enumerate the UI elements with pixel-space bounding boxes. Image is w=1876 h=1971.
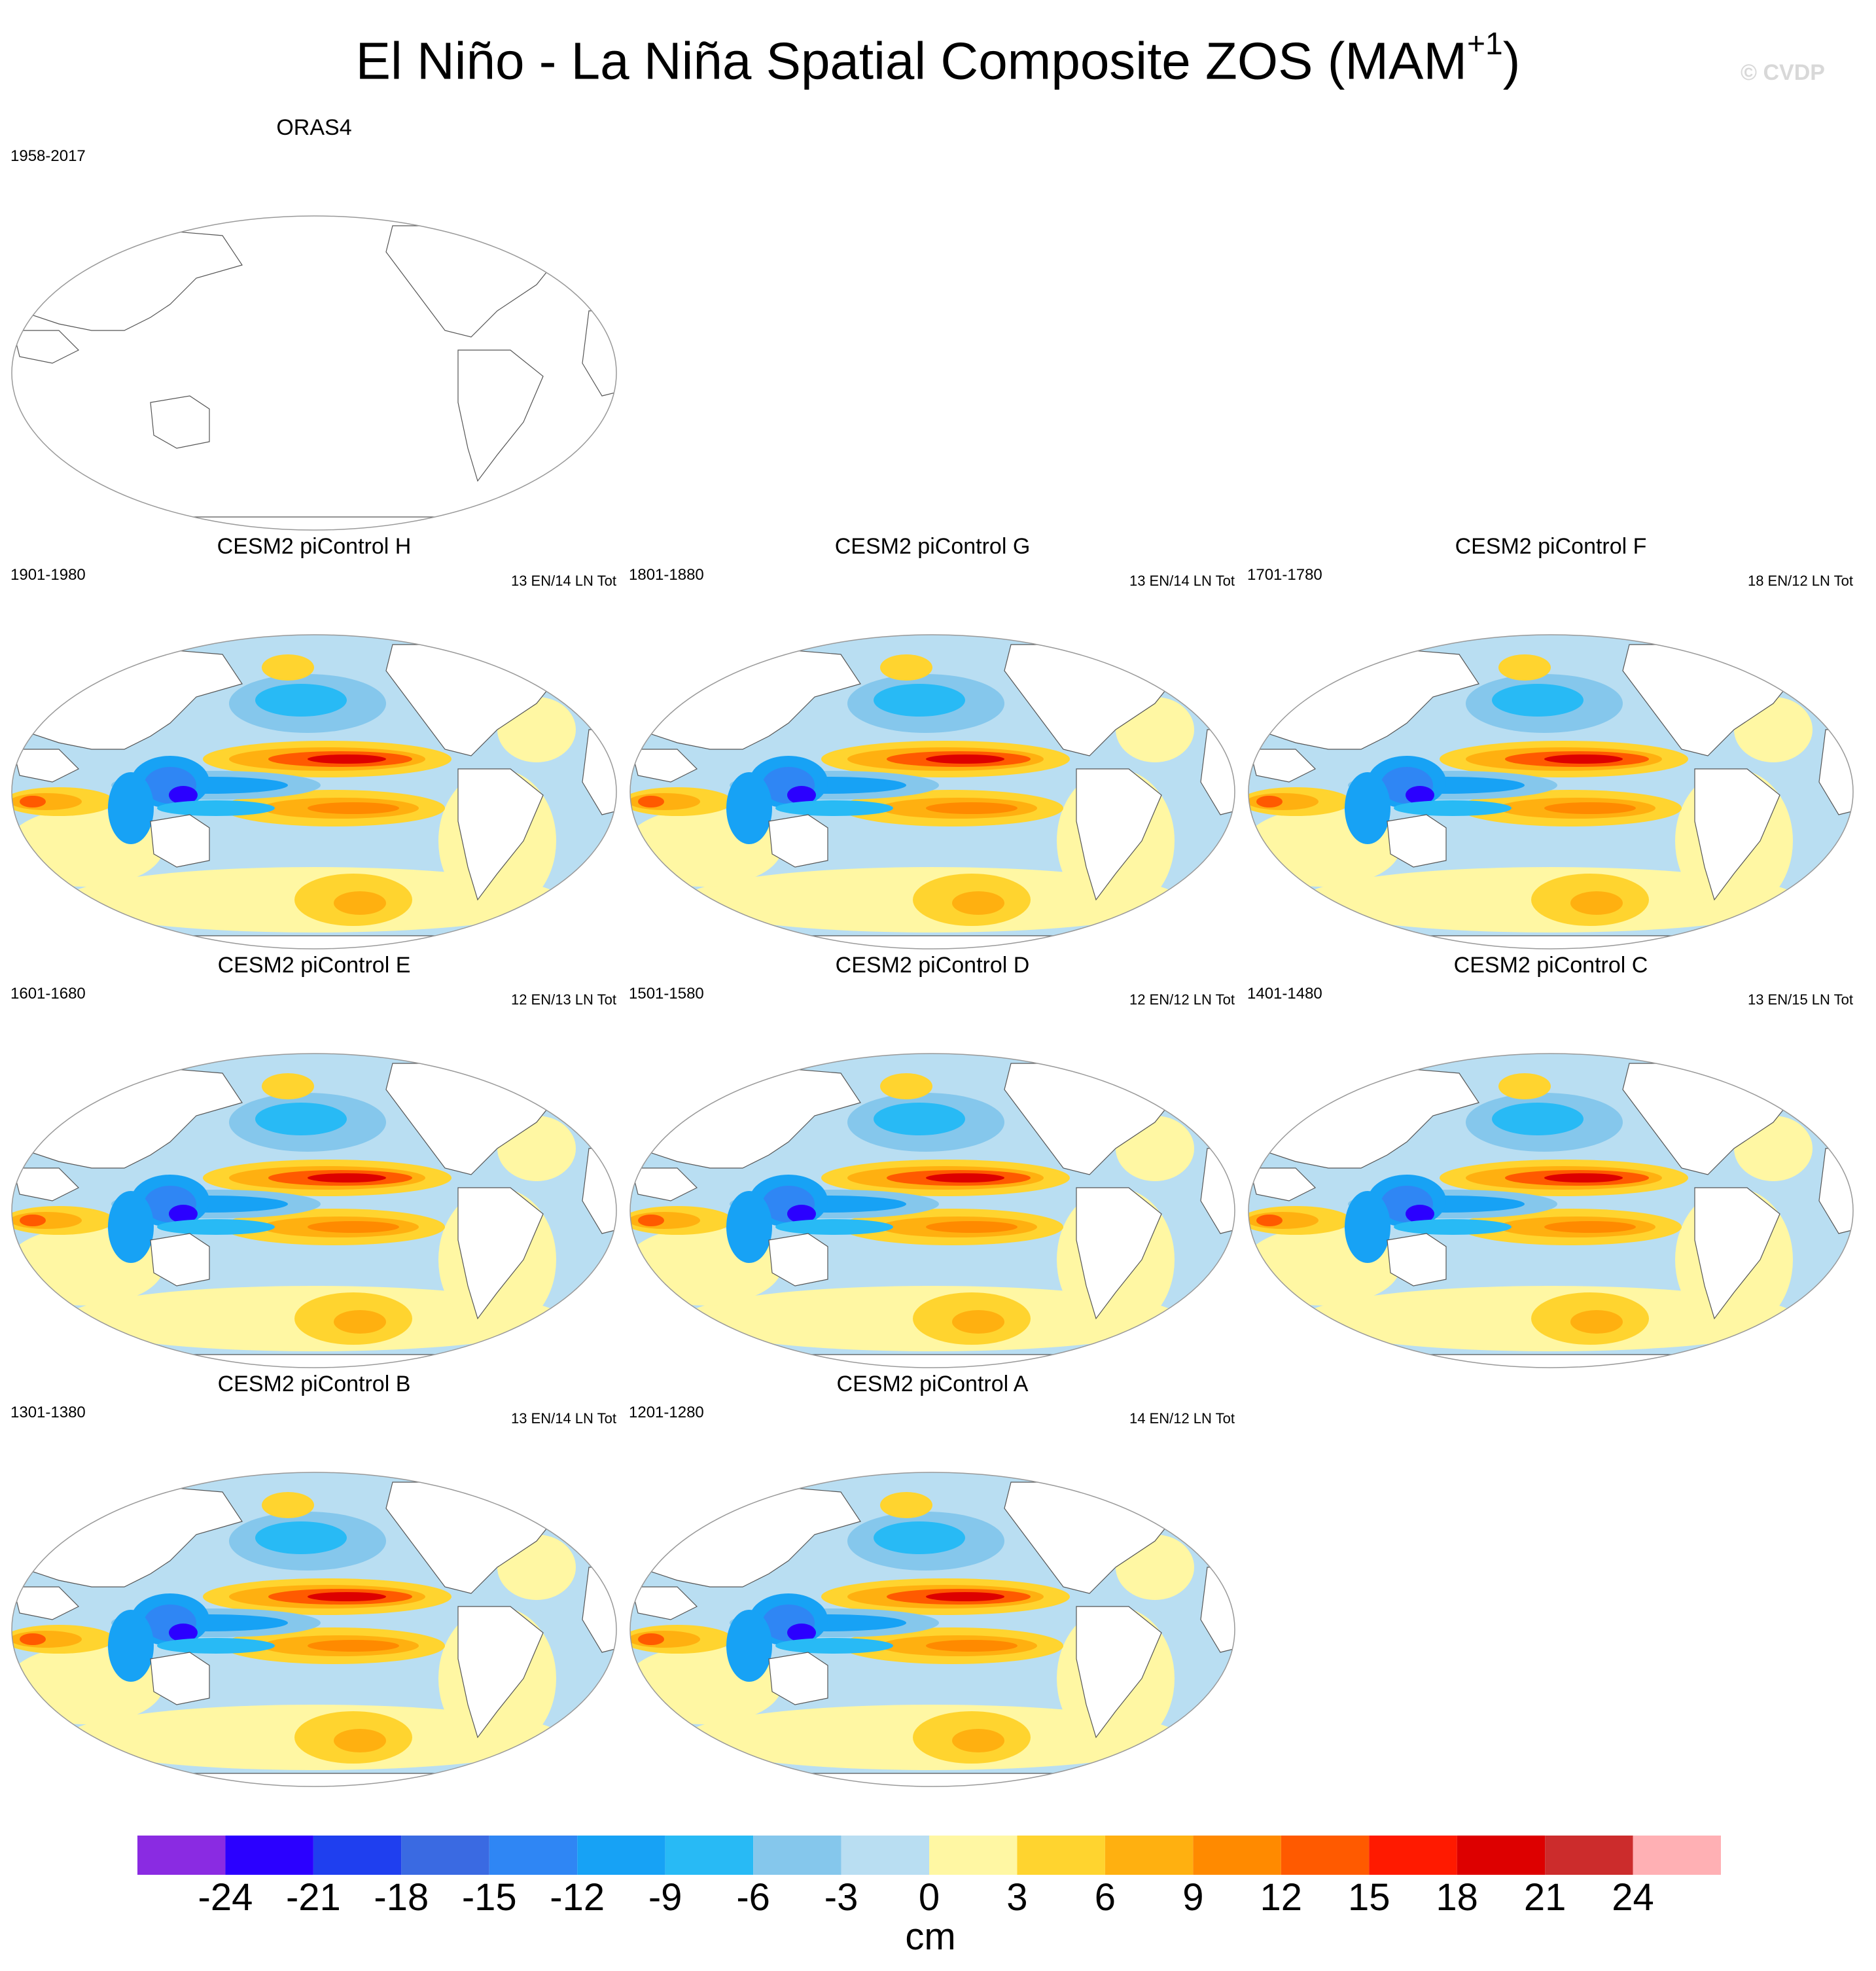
panel-period: 1958-2017 (10, 147, 86, 165)
colorbar-swatch (401, 1836, 489, 1875)
panel-period: 1901-1980 (10, 566, 86, 584)
colorbar-tick-label: -3 (824, 1876, 858, 1919)
panel-event-count: 13 EN/14 LN Tot (1129, 573, 1235, 589)
panel-title: CESM2 piControl C (1453, 953, 1648, 978)
map-panel: ORAS4 1958-2017 (0, 115, 628, 533)
colorbar-tick-label: 21 (1523, 1876, 1566, 1919)
panel-title: CESM2 piControl E (217, 953, 411, 978)
watermark: © CVDP (1741, 60, 1825, 85)
panel-period: 1401-1480 (1247, 985, 1322, 1003)
map-panel: CESM2 piControl G 1801-1880 13 EN/14 LN To… (618, 533, 1247, 952)
map-panel: CESM2 piControl F 1701-1780 18 EN/12 LN To… (1237, 533, 1865, 952)
map-panel: CESM2 piControl C 1401-1480 13 EN/15 LN To… (1237, 952, 1865, 1371)
colorbar-tick-label: 15 (1347, 1876, 1390, 1919)
robinson-map (1248, 634, 1854, 950)
panel-period: 1801-1880 (629, 566, 704, 584)
colorbar-swatch (665, 1836, 754, 1875)
colorbar-tick-label: -18 (374, 1876, 429, 1919)
colorbar-tick-label: -21 (285, 1876, 341, 1919)
colorbar-tick-label: 3 (1006, 1876, 1028, 1919)
colorbar-tick-label: 0 (918, 1876, 940, 1919)
colorbar-swatch (841, 1836, 929, 1875)
colorbar-tick-label: -6 (736, 1876, 770, 1919)
panel-event-count: 13 EN/14 LN Tot (510, 1410, 616, 1427)
robinson-map (11, 215, 617, 531)
panel-event-count: 14 EN/12 LN Tot (1129, 1410, 1235, 1427)
colorbar-swatch (1633, 1836, 1721, 1875)
colorbar-swatch (1281, 1836, 1370, 1875)
robinson-map (629, 634, 1235, 950)
panel-event-count: 18 EN/12 LN Tot (1747, 573, 1853, 589)
colorbar-swatch (137, 1836, 226, 1875)
robinson-map (11, 634, 617, 950)
panel-period: 1301-1380 (10, 1404, 86, 1421)
colorbar-tick-label: 24 (1612, 1876, 1654, 1919)
colorbar-tick-label: -12 (550, 1876, 605, 1919)
map-panel: CESM2 piControl E 1601-1680 12 EN/13 LN To… (0, 952, 628, 1371)
panel-event-count: 13 EN/15 LN Tot (1747, 991, 1853, 1008)
panel-event-count: 12 EN/12 LN Tot (1129, 991, 1235, 1008)
map-panel: CESM2 piControl D 1501-1580 12 EN/12 LN To… (618, 952, 1247, 1371)
colorbar-swatch (577, 1836, 665, 1875)
panel-period: 1201-1280 (629, 1404, 704, 1421)
colorbar-tick-label: -24 (198, 1876, 253, 1919)
panel-period: 1501-1580 (629, 985, 704, 1003)
robinson-map (11, 1053, 617, 1368)
colorbar-swatch (1017, 1836, 1105, 1875)
colorbar-swatch (1193, 1836, 1281, 1875)
robinson-map (629, 1053, 1235, 1368)
panel-title: CESM2 piControl H (217, 534, 412, 559)
panel-title: CESM2 piControl A (836, 1372, 1029, 1396)
colorbar-swatch (1457, 1836, 1546, 1875)
panel-event-count: 12 EN/13 LN Tot (510, 991, 616, 1008)
colorbar-swatch (313, 1836, 402, 1875)
colorbar-tick-label: -15 (461, 1876, 517, 1919)
panel-period: 1701-1780 (1247, 566, 1322, 584)
panel-title: CESM2 piControl D (835, 953, 1030, 978)
panel-title: ORAS4 (276, 115, 352, 140)
panel-title: CESM2 piControl B (217, 1372, 411, 1396)
robinson-map (629, 1472, 1235, 1787)
colorbar-tick-label: 18 (1436, 1876, 1478, 1919)
colorbar-swatch (929, 1836, 1018, 1875)
panel-title: CESM2 piControl G (834, 534, 1031, 559)
figure-title: El Niño - La Niña Spatial Composite ZOS … (355, 27, 1521, 90)
panel-period: 1601-1680 (10, 985, 86, 1003)
colorbar-swatch (753, 1836, 841, 1875)
colorbar (137, 1836, 1721, 1875)
robinson-map (1248, 1053, 1854, 1368)
robinson-map (11, 1472, 617, 1787)
colorbar-swatch (1369, 1836, 1457, 1875)
colorbar-swatch (225, 1836, 313, 1875)
colorbar-tick-label: 12 (1260, 1876, 1303, 1919)
colorbar-swatch (1545, 1836, 1633, 1875)
colorbar-tick-label: 9 (1182, 1876, 1204, 1919)
colorbar-swatch (489, 1836, 578, 1875)
colorbar-swatch (1105, 1836, 1194, 1875)
map-panel: CESM2 piControl A 1201-1280 14 EN/12 LN To… (618, 1371, 1247, 1790)
panel-title: CESM2 piControl F (1455, 534, 1647, 559)
colorbar-tick-label: 6 (1094, 1876, 1116, 1919)
map-panel: CESM2 piControl H 1901-1980 13 EN/14 LN To… (0, 533, 628, 952)
colorbar-units: cm (905, 1915, 956, 1958)
map-panel: CESM2 piControl B 1301-1380 13 EN/14 LN To… (0, 1371, 628, 1790)
panel-event-count: 13 EN/14 LN Tot (510, 573, 616, 589)
colorbar-tick-label: -9 (648, 1876, 682, 1919)
